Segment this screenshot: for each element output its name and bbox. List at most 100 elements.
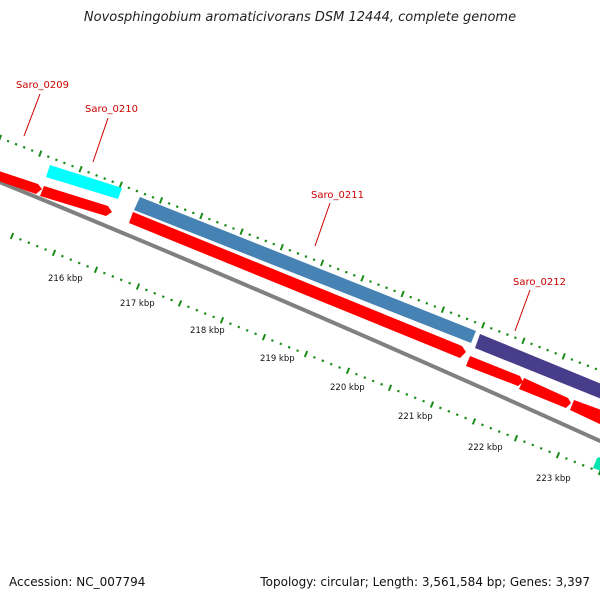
inner-tick (455, 413, 459, 417)
inner-tick (254, 332, 258, 336)
outer-tick (546, 348, 550, 352)
inner-tick (489, 426, 493, 430)
inner-tick (539, 446, 543, 450)
outer-tick (127, 186, 131, 190)
scale-label: 222 kbp (468, 443, 503, 453)
inner-tick (303, 350, 309, 358)
inner-tick (177, 300, 183, 307)
inner-tick (51, 249, 57, 257)
inner-tick (153, 291, 157, 295)
inner-tick (506, 433, 510, 437)
connector-saro-0211 (314, 202, 331, 247)
inner-tick (413, 396, 417, 400)
outer-tick (296, 252, 300, 255)
inner-tick (480, 423, 484, 427)
outer-tick (0, 134, 3, 141)
inner-tick (111, 275, 115, 278)
cds-feature-4[interactable] (466, 356, 523, 386)
outer-tick (312, 258, 316, 262)
inner-tick (228, 322, 232, 326)
connector-saro-0210 (92, 117, 109, 163)
outer-tick (78, 165, 83, 173)
outer-tick (264, 239, 268, 243)
outer-tick (191, 211, 195, 215)
gene-label-saro-0209: Saro_0209 (16, 80, 69, 91)
inner-tick (144, 288, 148, 292)
outer-tick (521, 337, 526, 345)
outer-tick (497, 330, 501, 333)
outer-tick (143, 192, 147, 196)
outer-tick (465, 317, 469, 321)
inner-tick (86, 264, 90, 268)
inner-tick (345, 367, 351, 375)
outer-tick (22, 145, 26, 149)
outer-tick (71, 164, 74, 168)
outer-tick (38, 150, 43, 157)
outer-tick (505, 333, 509, 336)
inner-tick (590, 467, 594, 471)
gene-feature-next[interactable] (593, 456, 600, 472)
inner-tick (363, 376, 367, 380)
cds-feature-5[interactable] (519, 378, 571, 408)
outer-tick (304, 255, 308, 258)
gene-label-saro-0212: Saro_0212 (513, 277, 566, 288)
label-connectors (23, 93, 531, 332)
gene-feature-saro-0211[interactable] (134, 197, 476, 343)
scale-label: 218 kbp (190, 326, 225, 336)
inner-tick (396, 389, 400, 393)
inner-tick (321, 359, 325, 363)
outer-tick (369, 280, 372, 283)
outer-tick (409, 295, 413, 299)
inner-tick (387, 384, 393, 392)
inner-tick (219, 316, 225, 324)
inner-tick (18, 237, 22, 241)
outer-tick (207, 217, 211, 221)
outer-tick (224, 223, 227, 227)
outer-tick (232, 227, 235, 230)
outer-tick (578, 361, 582, 365)
inner-tick (237, 325, 241, 329)
inner-tick (135, 283, 141, 290)
scale-label: 219 kbp (260, 354, 295, 364)
cds-feature-1[interactable] (0, 168, 42, 194)
outer-tick (215, 220, 219, 224)
outer-tick (417, 298, 421, 302)
inner-tick (279, 342, 283, 346)
inner-tick (170, 298, 174, 302)
outer-tick (554, 351, 558, 355)
outer-tick (393, 289, 397, 293)
inner-tick (464, 416, 468, 420)
outer-tick (46, 155, 50, 159)
inner-tick (161, 295, 165, 299)
inner-tick (245, 328, 249, 332)
cds-feature-6[interactable] (570, 400, 600, 426)
inner-tick (9, 232, 15, 240)
outer-tick (62, 161, 66, 165)
outer-tick (320, 259, 325, 267)
cds-feature-2[interactable] (40, 186, 112, 216)
outer-tick (449, 311, 453, 315)
outer-tick (87, 170, 91, 174)
scale-label: 223 kbp (536, 474, 571, 484)
inner-tick (296, 349, 300, 353)
outer-tick (95, 174, 99, 177)
inner-tick (93, 266, 99, 274)
inner-tick (195, 308, 199, 312)
cds-feature-3[interactable] (129, 212, 466, 358)
topology-summary: Topology: circular; Length: 3,561,584 bp… (260, 575, 590, 589)
outer-tick (199, 212, 204, 220)
gene-feature-saro-0212[interactable] (475, 334, 600, 400)
outer-tick (272, 242, 276, 246)
gene-feature-saro-0210[interactable] (46, 165, 122, 199)
gene-labels: Saro_0209 Saro_0210 Saro_0211 Saro_0212 (16, 80, 566, 288)
accession-text: Accession: NC_007794 (9, 575, 146, 589)
inner-tick (581, 463, 585, 467)
inner-tick (60, 254, 64, 258)
outer-tick (183, 208, 187, 212)
outer-tick (14, 142, 18, 146)
outer-tick (360, 275, 365, 282)
inner-tick (429, 401, 435, 408)
inner-tick (573, 460, 577, 464)
outer-tick (151, 195, 155, 199)
inner-tick (203, 312, 207, 315)
